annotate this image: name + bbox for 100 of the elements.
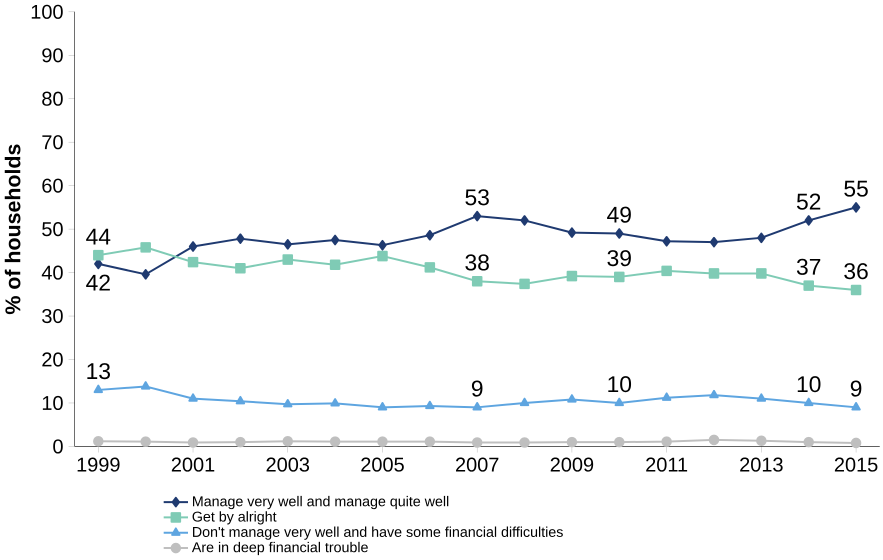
data-label: 38 <box>465 254 489 271</box>
point <box>519 437 530 448</box>
data-label: 39 <box>607 250 631 266</box>
point <box>188 437 198 448</box>
point <box>661 266 672 276</box>
point <box>235 262 246 274</box>
point <box>851 402 861 410</box>
point <box>710 236 718 248</box>
point <box>803 436 814 448</box>
legend-label: Get by alright <box>192 511 276 524</box>
point <box>804 398 814 406</box>
x-tick-label: 2003 <box>266 458 310 472</box>
point <box>803 280 814 291</box>
point <box>852 202 860 213</box>
point <box>140 436 151 447</box>
point <box>94 384 104 394</box>
x-tick-label: 2001 <box>172 458 214 472</box>
y-tick-label: 100 <box>32 4 63 19</box>
point <box>615 228 624 239</box>
x-tick-label: 2005 <box>361 458 404 472</box>
data-label: 55 <box>844 180 868 197</box>
y-axis-title: % of households <box>4 144 20 314</box>
y-tick-label: 80 <box>42 92 63 106</box>
point <box>378 240 387 250</box>
point <box>661 436 672 447</box>
point <box>236 396 246 404</box>
point <box>757 232 766 244</box>
data-label: 13 <box>87 363 110 380</box>
point <box>282 436 294 446</box>
data-label: 44 <box>86 228 110 244</box>
data-label: 10 <box>608 376 632 392</box>
y-tick-label: 70 <box>42 135 63 150</box>
y-tick-label: 20 <box>42 352 63 367</box>
y-tick-label: 40 <box>42 266 63 280</box>
point <box>520 398 530 406</box>
point <box>472 210 482 222</box>
x-tick-label: 2007 <box>456 458 498 472</box>
point <box>566 436 578 448</box>
point <box>188 393 198 402</box>
point <box>93 250 104 260</box>
data-label: 52 <box>796 194 820 210</box>
x-tick-label: 2015 <box>834 458 878 472</box>
data-label: 42 <box>86 274 110 291</box>
point <box>424 436 436 447</box>
y-tick-label: 0 <box>53 439 63 454</box>
point <box>236 233 245 244</box>
y-tick-label: 10 <box>42 396 63 410</box>
point <box>708 434 720 446</box>
point <box>330 436 340 447</box>
data-label: 9 <box>850 380 862 397</box>
point <box>141 269 150 280</box>
x-tick-label: 2009 <box>550 458 594 472</box>
y-tick-label: 90 <box>42 48 63 62</box>
point <box>756 268 767 279</box>
data-label: 37 <box>796 258 820 275</box>
data-label: 10 <box>798 376 820 392</box>
point <box>282 254 294 265</box>
point <box>566 270 578 282</box>
point <box>472 437 482 448</box>
point <box>662 392 672 401</box>
point <box>567 394 577 403</box>
point <box>614 272 625 282</box>
y-tick-label: 50 <box>42 222 63 236</box>
point <box>284 239 292 250</box>
data-label: 36 <box>844 263 868 280</box>
x-tick-label: 1999 <box>78 458 120 472</box>
point <box>709 390 719 398</box>
point <box>377 436 388 447</box>
point <box>614 436 625 448</box>
point <box>330 259 340 270</box>
point <box>330 234 340 246</box>
point <box>188 241 198 252</box>
legend-label: Don't manage very well and have some financial difficulties <box>193 526 563 540</box>
legend-label: Manage very well and manage quite well <box>193 496 448 510</box>
point <box>662 236 671 247</box>
legend-label: Are in deep financial trouble <box>192 542 368 556</box>
point <box>756 393 766 402</box>
point <box>330 398 340 407</box>
point <box>472 402 482 410</box>
point <box>520 215 529 226</box>
point <box>850 284 862 296</box>
point <box>235 436 246 448</box>
point <box>377 250 388 262</box>
point <box>425 400 435 410</box>
data-label: 53 <box>465 189 489 206</box>
point <box>519 278 530 290</box>
point <box>426 230 434 240</box>
point <box>188 256 198 268</box>
point <box>93 436 104 446</box>
point <box>708 268 720 279</box>
point <box>614 398 624 406</box>
point <box>756 436 767 446</box>
x-tick-label: 2011 <box>646 458 688 472</box>
point <box>850 438 862 448</box>
point <box>283 399 292 408</box>
point <box>568 227 576 238</box>
data-label: 9 <box>472 380 482 397</box>
data-label: 49 <box>607 206 631 223</box>
y-tick-label: 60 <box>42 178 63 193</box>
x-tick-label: 2013 <box>740 458 783 472</box>
